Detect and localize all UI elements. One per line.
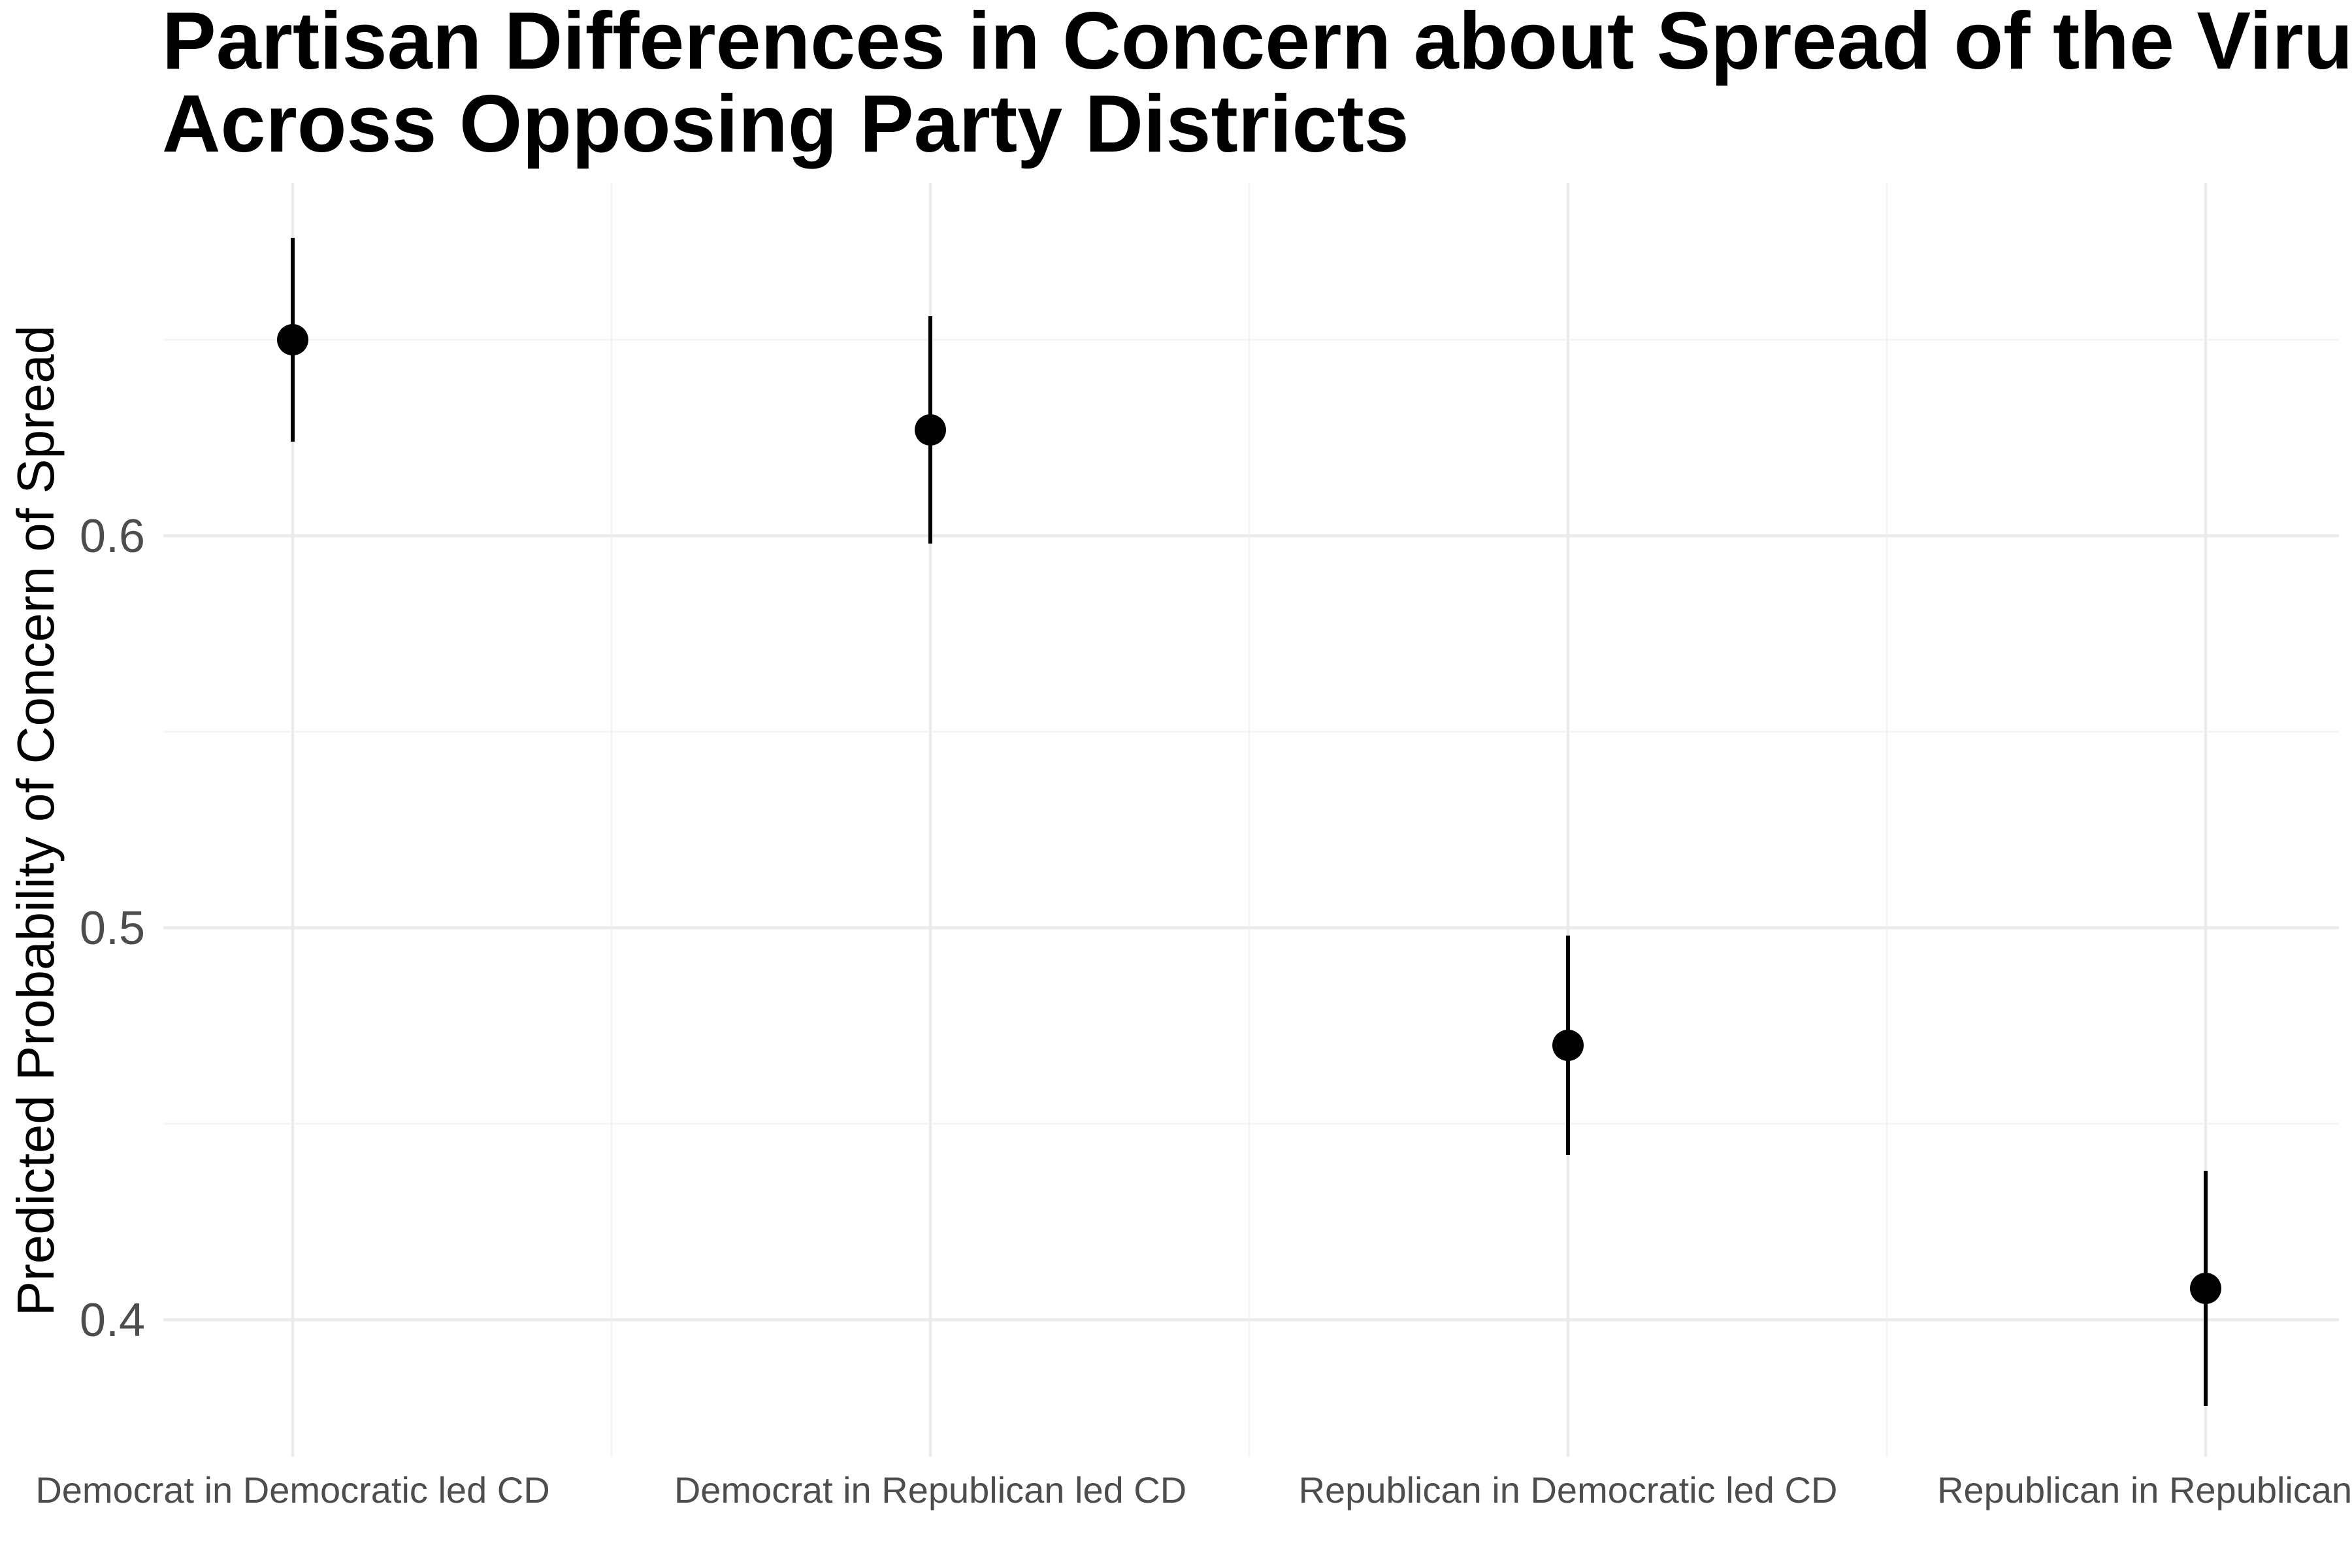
x-tick-label-1: Democrat in Republican led CD [674, 1469, 1186, 1511]
y-axis-label: Predicted Probability of Concern of Spre… [7, 325, 65, 1316]
x-tick-label-0: Democrat in Democratic led CD [35, 1469, 549, 1511]
y-axis-ticks: 0.4 0.5 0.6 [80, 510, 145, 1347]
grid [163, 183, 2339, 1457]
data-point-1 [915, 414, 946, 446]
y-tick-label-2: 0.6 [80, 510, 145, 563]
data-point-3 [2190, 1273, 2221, 1304]
data-marks [277, 238, 2221, 1406]
data-point-2 [1552, 1030, 1584, 1061]
data-point-0 [277, 324, 308, 355]
x-axis-ticks: Democrat in Democratic led CD Democrat in… [35, 1469, 2352, 1511]
chart-title-line-2: Across Opposing Party Districts [162, 79, 1409, 169]
chart-title-line-1: Partisan Differences in Concern about Sp… [162, 0, 2352, 86]
y-tick-label-0: 0.4 [80, 1294, 145, 1347]
x-tick-label-3: Republican in Republican led CD [1937, 1469, 2352, 1511]
x-tick-label-2: Republican in Democratic led CD [1299, 1469, 1838, 1511]
y-tick-label-1: 0.5 [80, 902, 145, 955]
